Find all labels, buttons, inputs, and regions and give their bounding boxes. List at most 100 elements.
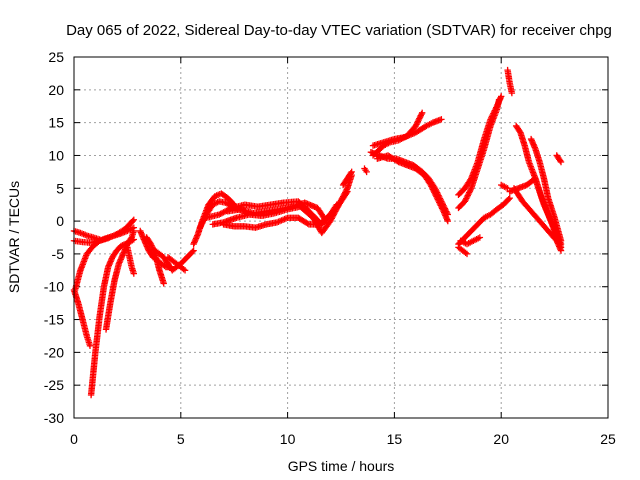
data-point bbox=[462, 249, 469, 257]
data-point bbox=[433, 193, 440, 200]
data-point bbox=[418, 109, 426, 116]
series-arc19 bbox=[369, 116, 445, 149]
data-point bbox=[190, 247, 197, 254]
x-tick-label: 20 bbox=[493, 431, 509, 447]
data-point bbox=[218, 209, 226, 217]
data-point bbox=[127, 235, 135, 243]
data-point bbox=[463, 193, 471, 201]
series-arc18 bbox=[339, 168, 355, 189]
data-point bbox=[196, 224, 204, 231]
series-arc27 bbox=[457, 234, 484, 248]
data-marks bbox=[70, 66, 565, 399]
series-arc29 bbox=[504, 66, 516, 97]
data-point bbox=[348, 168, 355, 176]
series-arc30 bbox=[498, 181, 511, 192]
data-point bbox=[217, 210, 224, 217]
data-point bbox=[498, 93, 505, 100]
data-point bbox=[180, 266, 187, 273]
series-arc28 bbox=[455, 244, 471, 258]
y-tick-label: -20 bbox=[44, 344, 64, 360]
data-point bbox=[160, 280, 167, 287]
data-point bbox=[197, 222, 204, 230]
data-point bbox=[129, 217, 136, 225]
data-point bbox=[504, 185, 511, 192]
data-point bbox=[412, 122, 419, 130]
series-arc20 bbox=[369, 109, 426, 159]
x-tick-label: 0 bbox=[70, 431, 78, 447]
data-point bbox=[439, 206, 447, 213]
data-point bbox=[130, 216, 138, 223]
data-point bbox=[476, 234, 484, 241]
series-arc35 bbox=[553, 152, 565, 166]
y-tick-label: -25 bbox=[44, 377, 64, 393]
data-point bbox=[347, 169, 355, 177]
y-tick-label: 10 bbox=[48, 147, 64, 163]
data-point bbox=[430, 187, 437, 195]
y-axis-label: SDTVAR / TECUs bbox=[6, 181, 22, 293]
data-point bbox=[189, 248, 196, 255]
data-point bbox=[438, 203, 445, 211]
data-point bbox=[438, 116, 445, 123]
data-point bbox=[506, 194, 513, 202]
data-point bbox=[117, 242, 125, 250]
series-arc23 bbox=[361, 165, 370, 176]
x-tick-label: 15 bbox=[387, 431, 403, 447]
series-arc11 bbox=[164, 253, 189, 274]
data-point bbox=[304, 220, 311, 227]
data-point bbox=[86, 342, 94, 349]
series-arc07 bbox=[124, 244, 138, 277]
data-point bbox=[130, 270, 138, 277]
data-point bbox=[432, 192, 439, 199]
data-point bbox=[181, 267, 189, 274]
series-arc17 bbox=[224, 199, 330, 225]
plot-frame bbox=[73, 56, 609, 419]
data-point bbox=[435, 197, 442, 205]
series-arc06 bbox=[102, 227, 138, 333]
data-point bbox=[321, 216, 329, 223]
data-point bbox=[413, 119, 421, 127]
data-point bbox=[198, 220, 206, 227]
y-tick-label: 0 bbox=[56, 213, 64, 229]
data-point bbox=[495, 96, 503, 103]
data-point bbox=[414, 118, 422, 125]
y-tick-label: -15 bbox=[44, 312, 64, 328]
y-tick-label: -5 bbox=[52, 246, 65, 262]
data-point bbox=[416, 115, 423, 122]
data-point bbox=[437, 202, 444, 209]
data-point bbox=[343, 186, 350, 193]
data-point bbox=[429, 186, 437, 193]
data-point bbox=[464, 192, 471, 199]
y-tick-label: -10 bbox=[44, 279, 64, 295]
data-point bbox=[220, 209, 227, 216]
data-point bbox=[461, 198, 469, 205]
data-point bbox=[444, 217, 451, 225]
series-arc25 bbox=[455, 96, 503, 212]
data-point bbox=[363, 168, 370, 176]
gridlines bbox=[74, 57, 608, 418]
data-point bbox=[467, 186, 474, 193]
x-tick-label: 10 bbox=[280, 431, 296, 447]
series-arc22 bbox=[374, 152, 451, 225]
data-point bbox=[557, 158, 565, 166]
data-point bbox=[428, 184, 436, 192]
series-arc26 bbox=[455, 194, 513, 248]
series-arc34 bbox=[510, 185, 565, 254]
series-arc04 bbox=[70, 286, 94, 349]
y-tick-label: 15 bbox=[48, 115, 64, 131]
data-point bbox=[418, 111, 425, 118]
data-point bbox=[438, 205, 446, 212]
data-point bbox=[332, 202, 340, 210]
series-arc16 bbox=[220, 201, 340, 231]
series-arc05 bbox=[87, 236, 138, 399]
data-point bbox=[417, 112, 424, 119]
data-point bbox=[428, 183, 435, 190]
data-point bbox=[463, 250, 471, 258]
data-point bbox=[199, 218, 207, 226]
data-point bbox=[505, 196, 512, 203]
y-tick-label: 25 bbox=[48, 49, 64, 65]
series-arc09 bbox=[143, 234, 167, 287]
data-point bbox=[465, 189, 473, 196]
data-point bbox=[508, 89, 516, 97]
data-point bbox=[431, 189, 438, 196]
